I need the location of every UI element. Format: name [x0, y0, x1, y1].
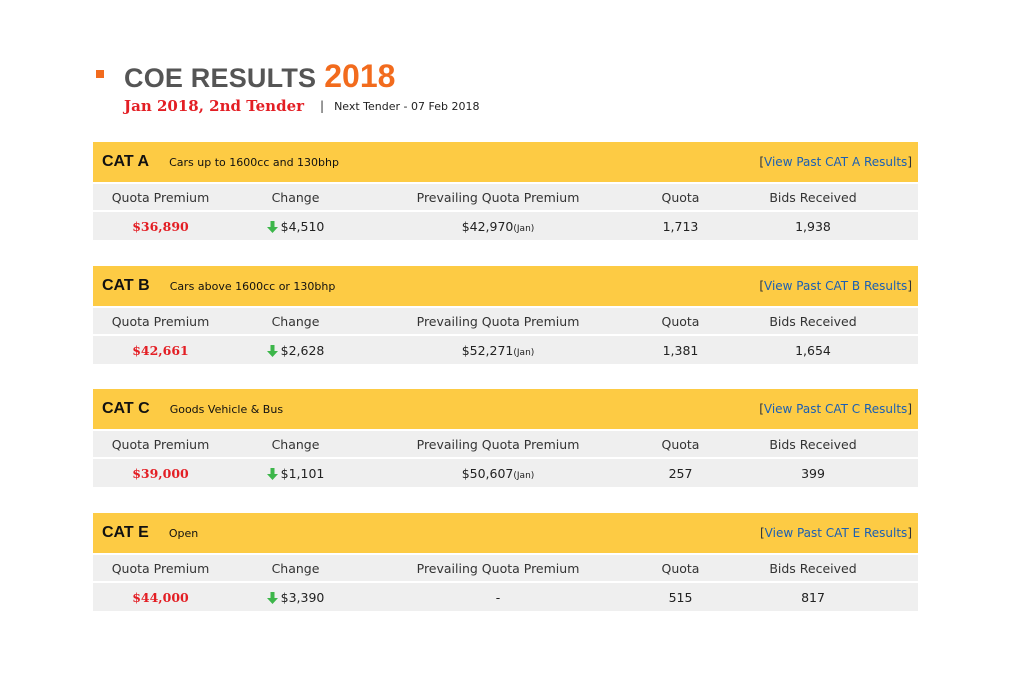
quota-value: 1,381: [662, 342, 699, 358]
category-block-c: CAT C Goods Vehicle & Bus [View Past CAT…: [93, 389, 918, 487]
label-quota-premium: Quota Premium: [111, 436, 210, 452]
view-past-results-link[interactable]: [View Past CAT C Results]: [759, 402, 912, 416]
label-prevailing: Prevailing Quota Premium: [416, 313, 580, 329]
quota-value: 257: [668, 465, 693, 481]
category-name: CAT B: [102, 277, 150, 294]
label-quota: Quota: [661, 189, 700, 205]
values-row: $36,890 $4,510 $42,970(Jan) 1,713 1,938: [93, 212, 918, 240]
change-cell: $2,628: [228, 343, 363, 358]
label-change: Change: [271, 436, 320, 452]
prevailing-value: -: [495, 589, 501, 605]
values-row: $39,000 $1,101 $50,607(Jan) 257 399: [93, 459, 918, 487]
bids-value: 1,938: [795, 218, 831, 234]
label-bids: Bids Received: [769, 436, 857, 452]
category-description: Open: [168, 526, 199, 540]
category-header: CAT E Open [View Past CAT E Results]: [93, 513, 918, 553]
change-value: $3,390: [280, 589, 325, 605]
column-labels-row: Quota Premium Change Prevailing Quota Pr…: [93, 308, 918, 334]
prevailing-value: $42,970: [461, 218, 514, 234]
title-text: COE RESULTS: [124, 63, 317, 93]
column-labels-row: Quota Premium Change Prevailing Quota Pr…: [93, 431, 918, 457]
label-prevailing: Prevailing Quota Premium: [416, 189, 580, 205]
column-labels-row: Quota Premium Change Prevailing Quota Pr…: [93, 184, 918, 210]
next-tender: Next Tender - 07 Feb 2018: [334, 99, 480, 113]
bids-value: 817: [801, 589, 825, 605]
title-year: 2018: [324, 58, 396, 94]
label-quota: Quota: [661, 436, 700, 452]
quota-value: 1,713: [662, 218, 699, 234]
label-change: Change: [271, 560, 320, 576]
square-bullet-icon: [96, 70, 104, 78]
change-value: $1,101: [280, 465, 325, 481]
change-cell: $3,390: [228, 590, 363, 605]
change-cell: $4,510: [228, 219, 363, 234]
category-block-b: CAT B Cars above 1600cc or 130bhp [View …: [93, 266, 918, 364]
quota-premium-value: $36,890: [132, 218, 189, 234]
view-past-results-link[interactable]: [View Past CAT E Results]: [759, 526, 912, 540]
category-description: Goods Vehicle & Bus: [169, 402, 284, 416]
label-bids: Bids Received: [769, 189, 857, 205]
label-bids: Bids Received: [769, 560, 857, 576]
arrow-down-icon: [266, 467, 278, 480]
label-change: Change: [271, 189, 320, 205]
label-quota: Quota: [661, 313, 700, 329]
page-header: COE RESULTS 2018 Jan 2018, 2nd Tender | …: [96, 58, 479, 115]
arrow-down-icon: [266, 344, 278, 357]
view-past-results-label[interactable]: View Past CAT C Results: [763, 402, 908, 416]
values-row: $44,000 $3,390 - 515 817: [93, 583, 918, 611]
prevailing-cell: $42,970(Jan): [363, 219, 633, 234]
prevailing-cell: -: [363, 590, 633, 605]
prevailing-cell: $50,607(Jan): [363, 466, 633, 481]
page-title: COE RESULTS 2018: [96, 58, 479, 95]
category-block-e: CAT E Open [View Past CAT E Results] Quo…: [93, 513, 918, 611]
prevailing-suffix: (Jan): [513, 470, 535, 481]
category-name: CAT C: [102, 400, 150, 417]
category-name: CAT A: [102, 153, 150, 170]
change-value: $4,510: [280, 218, 325, 234]
column-labels-row: Quota Premium Change Prevailing Quota Pr…: [93, 555, 918, 581]
bids-value: 1,654: [795, 342, 831, 358]
view-past-results-label[interactable]: View Past CAT B Results: [764, 279, 908, 293]
category-description: Cars above 1600cc or 130bhp: [169, 279, 336, 293]
category-header: CAT C Goods Vehicle & Bus [View Past CAT…: [93, 389, 918, 429]
category-block-a: CAT A Cars up to 1600cc and 130bhp [View…: [93, 142, 918, 240]
label-quota-premium: Quota Premium: [111, 313, 210, 329]
category-header: CAT A Cars up to 1600cc and 130bhp [View…: [93, 142, 918, 182]
label-change: Change: [271, 313, 320, 329]
label-quota-premium: Quota Premium: [111, 189, 210, 205]
quota-premium-value: $44,000: [132, 589, 189, 605]
arrow-down-icon: [266, 591, 278, 604]
prevailing-value: $52,271: [461, 342, 514, 358]
view-past-results-label[interactable]: View Past CAT E Results: [764, 526, 908, 540]
prevailing-suffix: (Jan): [513, 347, 535, 358]
current-tender: Jan 2018, 2nd Tender: [124, 97, 305, 115]
prevailing-cell: $52,271(Jan): [363, 343, 633, 358]
separator: |: [320, 99, 325, 113]
values-row: $42,661 $2,628 $52,271(Jan) 1,381 1,654: [93, 336, 918, 364]
view-past-results-link[interactable]: [View Past CAT A Results]: [759, 155, 912, 169]
quota-premium-value: $42,661: [132, 342, 189, 358]
label-bids: Bids Received: [769, 313, 857, 329]
view-past-results-link[interactable]: [View Past CAT B Results]: [759, 279, 912, 293]
change-cell: $1,101: [228, 466, 363, 481]
label-quota: Quota: [661, 560, 700, 576]
bids-value: 399: [801, 465, 825, 481]
change-value: $2,628: [280, 342, 325, 358]
quota-premium-value: $39,000: [132, 465, 189, 481]
label-prevailing: Prevailing Quota Premium: [416, 436, 580, 452]
category-description: Cars up to 1600cc and 130bhp: [169, 155, 339, 169]
prevailing-suffix: (Jan): [513, 223, 535, 234]
category-name: CAT E: [102, 524, 149, 541]
prevailing-value: $50,607: [461, 465, 514, 481]
label-prevailing: Prevailing Quota Premium: [416, 560, 580, 576]
arrow-down-icon: [266, 220, 278, 233]
view-past-results-label[interactable]: View Past CAT A Results: [764, 155, 908, 169]
quota-value: 515: [668, 589, 693, 605]
label-quota-premium: Quota Premium: [111, 560, 210, 576]
category-header: CAT B Cars above 1600cc or 130bhp [View …: [93, 266, 918, 306]
tender-info: Jan 2018, 2nd Tender | Next Tender - 07 …: [124, 97, 479, 115]
